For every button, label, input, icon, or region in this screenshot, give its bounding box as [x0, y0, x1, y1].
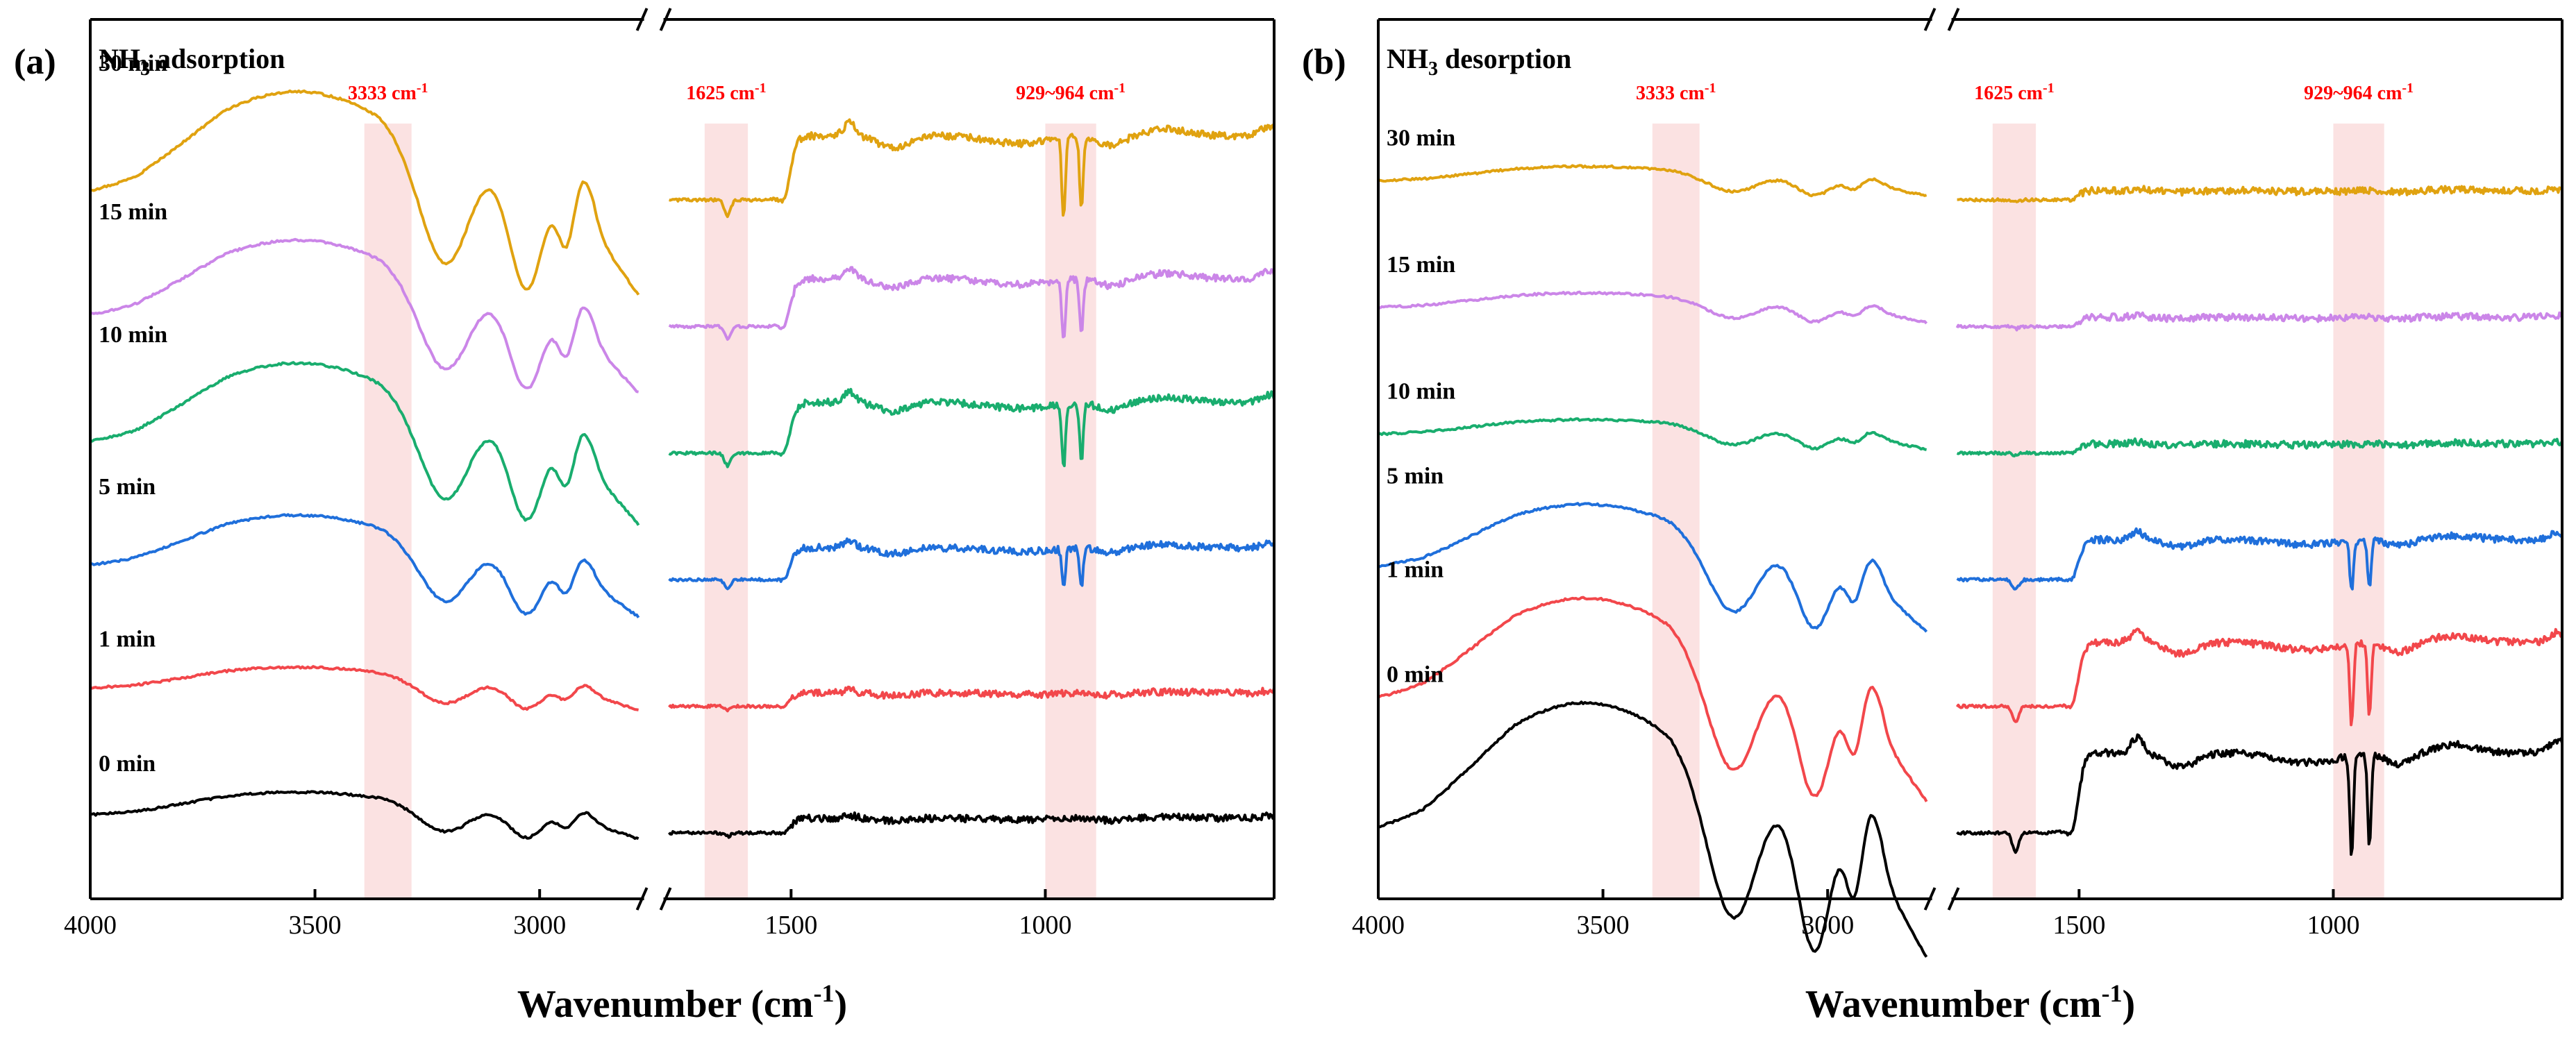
- band-0: [364, 124, 412, 899]
- series-label: 30 min: [1387, 126, 1455, 151]
- x-tick-label: 1500: [2052, 911, 2105, 940]
- band-label-main: 929~964 cm: [2304, 83, 2402, 104]
- x-tick-label: 1000: [1019, 911, 1071, 940]
- panel-title-main: NH: [99, 43, 140, 74]
- series-label: 30 min: [99, 51, 167, 76]
- series-30-min-right: [669, 118, 1276, 219]
- band-1: [704, 124, 748, 899]
- series-0-min-right: [668, 811, 1276, 839]
- band-0: [1652, 124, 1700, 899]
- panel-title: NH3 adsorption: [99, 43, 285, 80]
- series-5-min-left: [90, 513, 640, 618]
- panel-title-main: NH: [1387, 43, 1428, 74]
- panel-title-rest: adsorption: [150, 43, 285, 74]
- band-label-main: 3333 cm: [1636, 83, 1705, 104]
- series-5-min-right: [1956, 527, 2564, 591]
- band-label: 3333 cm-1: [348, 81, 428, 104]
- series-label: 10 min: [1387, 378, 1455, 404]
- x-axis-label-sup: -1: [814, 979, 835, 1007]
- x-tick-label: 3500: [289, 911, 342, 940]
- band-2: [1045, 124, 1096, 899]
- axis-break-mark: [1923, 887, 1937, 911]
- series-5-min-right: [668, 537, 1276, 591]
- panel-label: (b): [1302, 42, 1346, 82]
- band-label: 929~964 cm-1: [2304, 81, 2414, 104]
- x-tick-label: 4000: [64, 911, 117, 940]
- series-0-min-left: [1378, 700, 1928, 958]
- panel-label: (a): [14, 42, 56, 82]
- series-15-min-right: [668, 266, 1276, 341]
- series-0-min-left: [90, 790, 639, 841]
- axis-break-mark: [635, 887, 649, 911]
- band-label-sup: -1: [1114, 81, 1126, 96]
- x-tick-label: 3000: [1801, 911, 1854, 940]
- series-label: 10 min: [99, 322, 167, 348]
- band-label: 929~964 cm-1: [1016, 81, 1126, 104]
- series-label: 1 min: [1387, 557, 1444, 583]
- band-2: [2333, 124, 2384, 899]
- series-label: 15 min: [1387, 252, 1455, 278]
- x-axis-label: Wavenumber (cm-1): [517, 979, 847, 1026]
- band-label-sup: -1: [755, 81, 767, 96]
- series-0-min-right: [1956, 733, 2564, 856]
- panel-title-rest: desorption: [1438, 43, 1571, 74]
- series-label: 5 min: [99, 474, 156, 500]
- panel-b: 30 min 15 min 10 min 5 min 1 min 0 min 4000 350…: [1302, 8, 2564, 1026]
- series-1-min-left: [1378, 596, 1928, 802]
- x-tick-label: 3000: [513, 911, 566, 940]
- series-label: 15 min: [99, 199, 167, 225]
- band-label: 1625 cm-1: [686, 81, 766, 104]
- series-10-min-left: [1378, 417, 1927, 451]
- band-1: [1992, 124, 2036, 899]
- series-1-min-right: [1955, 627, 2564, 727]
- series-5-min-left: [1378, 502, 1928, 633]
- band-label-sup: -1: [2402, 81, 2414, 96]
- x-axis-label-close: ): [2123, 983, 2136, 1026]
- x-tick-label: 4000: [1352, 911, 1405, 940]
- series-1-min-right: [668, 685, 1276, 713]
- axis-break-mark: [659, 887, 672, 911]
- x-axis-label-sup: -1: [2102, 979, 2123, 1007]
- x-tick-label: 1500: [764, 911, 817, 940]
- band-label-main: 3333 cm: [348, 83, 417, 104]
- band-label: 1625 cm-1: [1974, 81, 2054, 104]
- band-label-sup: -1: [2043, 81, 2055, 96]
- x-axis-label-close: ): [835, 983, 848, 1026]
- band-label-main: 1625 cm: [1974, 83, 2043, 104]
- x-tick-label: 3500: [1577, 911, 1630, 940]
- band-label: 3333 cm-1: [1636, 81, 1716, 104]
- band-label-sup: -1: [1705, 81, 1716, 96]
- x-tick-label: 1000: [2307, 911, 2359, 940]
- axis-break-mark: [659, 8, 672, 31]
- axis-break-mark: [1923, 8, 1937, 31]
- axis-break-mark: [1947, 8, 1960, 31]
- series-label: 5 min: [1387, 463, 1444, 489]
- series-30-min-left: [90, 89, 640, 296]
- series-15-min-left: [90, 237, 639, 394]
- x-axis-label-main: Wavenumber (cm: [517, 983, 814, 1026]
- panel-a: 30 min 15 min 10 min 5 min 1 min 0 min 4000 350…: [14, 8, 1276, 1026]
- series-15-min-left: [1378, 290, 1928, 325]
- panel-title-sub: 3: [1428, 58, 1438, 80]
- axis-break-mark: [1947, 887, 1960, 911]
- band-label-main: 929~964 cm: [1016, 83, 1114, 104]
- series-10-min-right: [1956, 437, 2564, 458]
- series-30-min-right: [1957, 185, 2564, 203]
- panel-title-sub: 3: [140, 58, 150, 80]
- axis-break-mark: [635, 8, 649, 31]
- series-10-min-left: [90, 361, 640, 526]
- series-30-min-left: [1378, 164, 1927, 198]
- series-label: 1 min: [99, 626, 156, 652]
- series-15-min-right: [1955, 311, 2564, 332]
- series-label: 0 min: [99, 751, 156, 777]
- panel-title: NH3 desorption: [1387, 43, 1571, 80]
- band-label-main: 1625 cm: [686, 83, 755, 104]
- band-label-sup: -1: [417, 81, 428, 96]
- series-1-min-left: [90, 665, 639, 711]
- x-axis-label-main: Wavenumber (cm: [1805, 983, 2102, 1026]
- series-label: 0 min: [1387, 662, 1444, 688]
- x-axis-label: Wavenumber (cm-1): [1805, 979, 2135, 1026]
- series-10-min-right: [668, 387, 1276, 469]
